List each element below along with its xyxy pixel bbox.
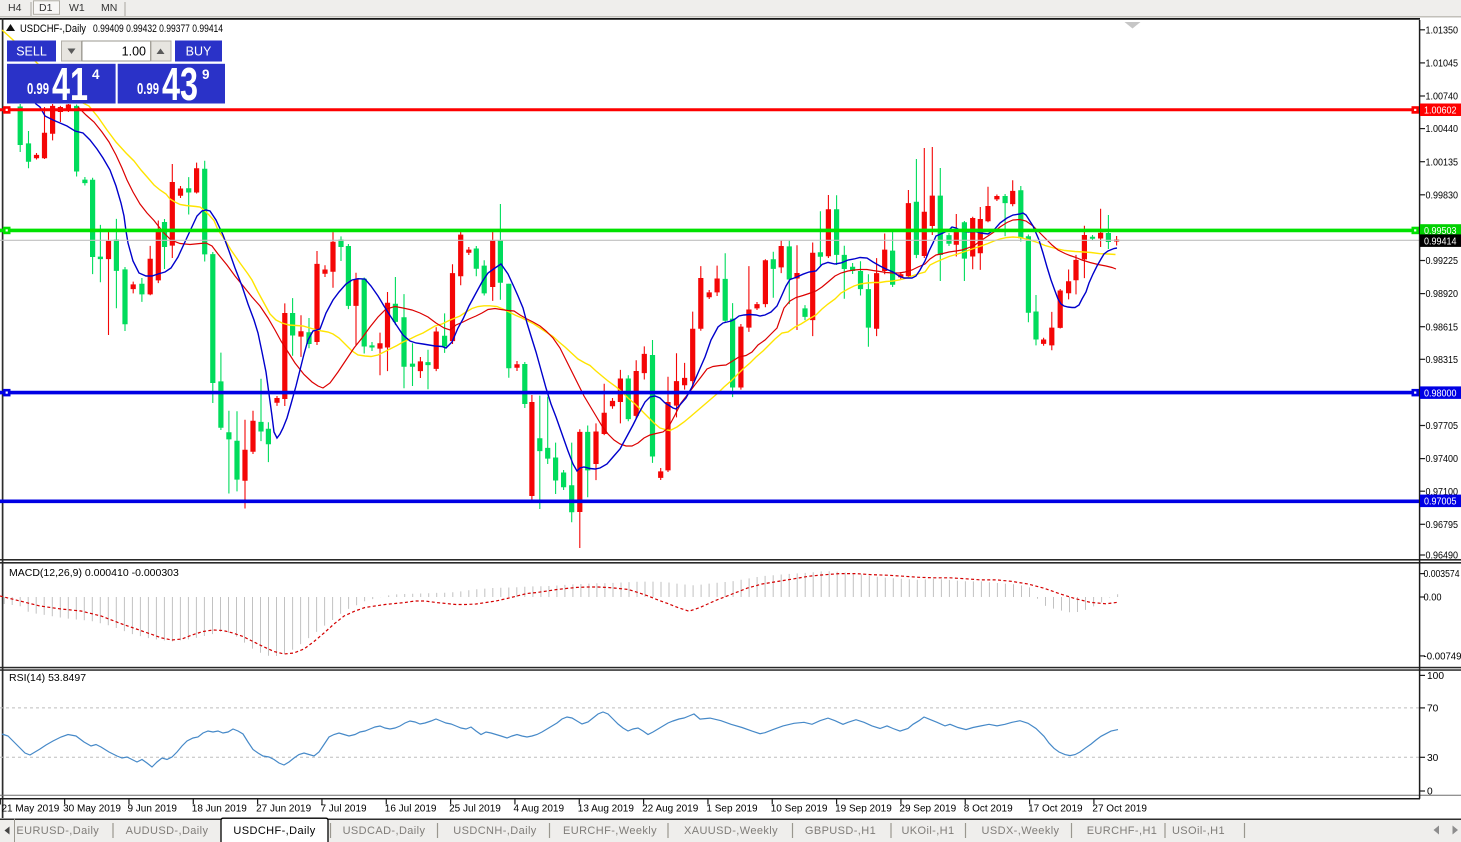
svg-text:EURCHF-,Weekly: EURCHF-,Weekly [563, 825, 657, 837]
svg-text:9: 9 [202, 67, 210, 82]
svg-text:H4: H4 [8, 2, 22, 14]
svg-text:0.99409 0.99432 0.99377 0.9941: 0.99409 0.99432 0.99377 0.99414 [93, 23, 223, 35]
svg-text:GBPUSD-,H1: GBPUSD-,H1 [805, 825, 876, 837]
svg-text:1.00135: 1.00135 [1426, 157, 1459, 168]
svg-text:D1: D1 [39, 2, 53, 14]
svg-text:1.00602: 1.00602 [1424, 106, 1457, 117]
svg-text:0.98315: 0.98315 [1426, 355, 1459, 366]
svg-text:1.00740: 1.00740 [1426, 92, 1459, 103]
svg-text:MACD(12,26,9) 0.000410 -0.0003: MACD(12,26,9) 0.000410 -0.000303 [9, 567, 179, 579]
svg-text:W1: W1 [69, 2, 85, 14]
svg-text:1.00: 1.00 [122, 45, 146, 59]
svg-text:27 Oct 2019: 27 Oct 2019 [1092, 804, 1147, 815]
svg-text:0.99: 0.99 [137, 81, 159, 98]
svg-text:21 May 2019: 21 May 2019 [2, 804, 60, 815]
svg-text:0.99414: 0.99414 [1424, 236, 1457, 247]
svg-text:0.00: 0.00 [1424, 593, 1442, 604]
svg-text:0.96795: 0.96795 [1426, 520, 1459, 531]
svg-text:0.97100: 0.97100 [1426, 487, 1459, 498]
svg-text:25 Jul 2019: 25 Jul 2019 [449, 804, 501, 815]
svg-text:XAUUSD-,Weekly: XAUUSD-,Weekly [684, 825, 778, 837]
svg-text:18 Jun 2019: 18 Jun 2019 [192, 804, 247, 815]
svg-text:0.003574: 0.003574 [1424, 569, 1460, 580]
svg-text:0.99225: 0.99225 [1426, 256, 1459, 267]
svg-text:BUY: BUY [186, 45, 212, 59]
svg-text:-0.00749: -0.00749 [1424, 652, 1461, 663]
svg-text:30 May 2019: 30 May 2019 [63, 804, 121, 815]
svg-text:7 Jul 2019: 7 Jul 2019 [320, 804, 367, 815]
svg-text:30: 30 [1427, 753, 1439, 764]
svg-text:0.99830: 0.99830 [1426, 190, 1459, 201]
svg-text:USDX-,Weekly: USDX-,Weekly [982, 825, 1060, 837]
svg-text:0.99503: 0.99503 [1424, 226, 1457, 237]
svg-text:4 Aug 2019: 4 Aug 2019 [513, 804, 564, 815]
svg-text:22 Aug 2019: 22 Aug 2019 [642, 804, 699, 815]
svg-text:0: 0 [1427, 787, 1433, 798]
svg-text:41: 41 [52, 58, 88, 110]
svg-text:4: 4 [92, 67, 100, 82]
svg-text:0.96490: 0.96490 [1426, 551, 1459, 562]
svg-text:1.01045: 1.01045 [1426, 59, 1459, 70]
svg-text:0.97005: 0.97005 [1424, 497, 1457, 508]
svg-text:1.00440: 1.00440 [1426, 124, 1459, 135]
svg-text:MN: MN [101, 2, 117, 14]
svg-text:70: 70 [1427, 704, 1439, 715]
svg-text:EURCHF-,H1: EURCHF-,H1 [1087, 825, 1158, 837]
svg-text:29 Sep 2019: 29 Sep 2019 [899, 804, 956, 815]
svg-text:13 Aug 2019: 13 Aug 2019 [578, 804, 635, 815]
svg-text:USDCHF-,Daily: USDCHF-,Daily [20, 23, 86, 35]
svg-text:USDCNH-,Daily: USDCNH-,Daily [453, 825, 537, 837]
svg-text:0.97400: 0.97400 [1426, 454, 1459, 465]
svg-text:UKOil-,H1: UKOil-,H1 [901, 825, 954, 837]
svg-text:USOil-,H1: USOil-,H1 [1172, 825, 1225, 837]
svg-text:0.98000: 0.98000 [1424, 388, 1457, 399]
svg-text:27 Jun 2019: 27 Jun 2019 [256, 804, 311, 815]
svg-text:19 Sep 2019: 19 Sep 2019 [835, 804, 892, 815]
svg-text:1 Sep 2019: 1 Sep 2019 [706, 804, 758, 815]
svg-text:RSI(14) 53.8497: RSI(14) 53.8497 [9, 672, 86, 684]
svg-text:17 Oct 2019: 17 Oct 2019 [1028, 804, 1083, 815]
svg-text:8 Oct 2019: 8 Oct 2019 [964, 804, 1013, 815]
svg-text:EURUSD-,Daily: EURUSD-,Daily [16, 825, 99, 837]
svg-text:10 Sep 2019: 10 Sep 2019 [771, 804, 828, 815]
svg-text:0.98615: 0.98615 [1426, 322, 1459, 333]
svg-text:43: 43 [162, 58, 198, 110]
svg-text:AUDUSD-,Daily: AUDUSD-,Daily [126, 825, 209, 837]
svg-text:USDCHF-,Daily: USDCHF-,Daily [233, 825, 315, 837]
svg-text:0.97705: 0.97705 [1426, 421, 1459, 432]
svg-text:0.98920: 0.98920 [1426, 289, 1459, 300]
svg-text:9 Jun 2019: 9 Jun 2019 [127, 804, 177, 815]
svg-text:1.01350: 1.01350 [1426, 25, 1459, 36]
svg-text:USDCAD-,Daily: USDCAD-,Daily [343, 825, 426, 837]
svg-text:SELL: SELL [16, 45, 47, 59]
svg-text:0.99: 0.99 [27, 81, 49, 98]
svg-text:16 Jul 2019: 16 Jul 2019 [385, 804, 437, 815]
svg-text:100: 100 [1427, 671, 1444, 682]
